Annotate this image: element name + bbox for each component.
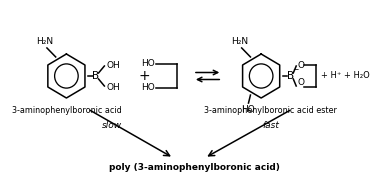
Text: poly (3-aminophenylboronic acid): poly (3-aminophenylboronic acid)	[108, 163, 279, 172]
Text: OH: OH	[106, 83, 120, 92]
Text: 3-aminophenylboronic acid: 3-aminophenylboronic acid	[11, 106, 121, 115]
Text: HO: HO	[242, 105, 256, 114]
Text: O: O	[297, 61, 304, 70]
Text: +: +	[138, 69, 150, 83]
Text: O: O	[297, 78, 304, 87]
Text: B: B	[92, 71, 99, 81]
Text: OH: OH	[106, 61, 120, 70]
Text: H₂N: H₂N	[36, 37, 54, 46]
Text: HO: HO	[141, 83, 155, 92]
Text: HO: HO	[141, 59, 155, 68]
Text: B: B	[287, 71, 294, 81]
Text: H₂N: H₂N	[231, 37, 248, 46]
Text: fast: fast	[262, 121, 279, 130]
Text: + H⁺ + H₂O: + H⁺ + H₂O	[321, 71, 370, 80]
Text: slow: slow	[102, 121, 122, 130]
Text: −: −	[292, 65, 298, 74]
Text: 3-aminophenylboronic acid ester: 3-aminophenylboronic acid ester	[204, 106, 337, 115]
